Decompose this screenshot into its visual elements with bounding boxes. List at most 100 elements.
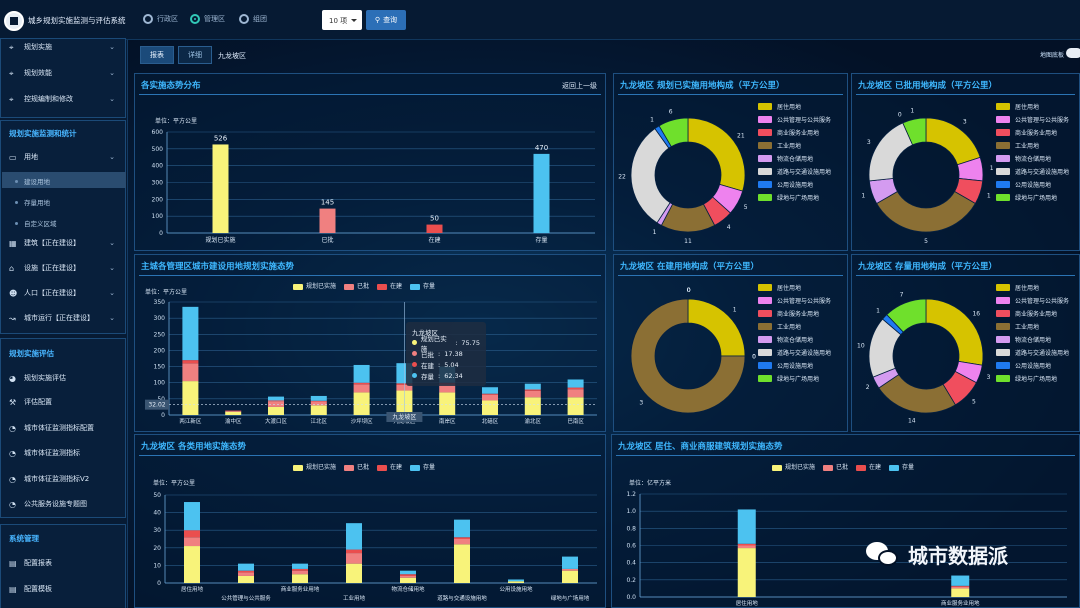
sidebar-subitem-construction-land[interactable]: 建设用地 [15,176,50,186]
sidebar-item-regulatory-plan[interactable]: ⌖ 控规编制和修改 [9,93,73,105]
chevron-down-icon[interactable]: ⌄ [109,289,115,297]
legend-label: 公用设施用地 [1015,363,1052,370]
slice-label: 0 [752,354,756,361]
query-button[interactable]: ⚲ 查询 [366,10,406,30]
legend-swatch [758,142,772,149]
legend-item[interactable]: 已批 [344,462,369,471]
legend-item[interactable]: 规划已实施 [293,281,336,290]
legend-item[interactable]: 绿地与广场用地 [758,372,831,385]
legend-item[interactable]: 居住用地 [996,281,1069,294]
legend-item[interactable]: 公共管理与公共服务 [758,294,831,307]
slice-label: 3 [867,139,871,146]
map-toggle[interactable] [1066,48,1080,58]
count-select[interactable]: 10 项 [322,10,362,30]
sidebar-item-indicator-v2[interactable]: ◔ 城市体征监测指标V2 [9,473,89,485]
sidebar-item-config-report[interactable]: ▤ 配置报表 [9,557,52,569]
sidebar-label: 规划效能 [24,69,52,77]
legend-item[interactable]: 商业服务业用地 [996,307,1069,320]
radio-icon [143,14,153,24]
legend-item[interactable]: 存量 [889,462,914,471]
legend-item[interactable]: 公共管理与公共服务 [996,113,1069,126]
sidebar-item-public-service-map[interactable]: ◔ 公共服务设施专题图 [9,498,87,510]
legend-item[interactable]: 在建 [377,281,402,290]
panel-divider [139,455,601,456]
sidebar-item-indicator[interactable]: ◔ 城市体征监测指标 [9,447,80,459]
legend-item[interactable]: 居住用地 [758,281,831,294]
legend-item[interactable]: 绿地与广场用地 [996,372,1069,385]
legend-item[interactable]: 工业用地 [758,139,831,152]
legend-item[interactable]: 工业用地 [758,320,831,333]
sidebar-item-evaluation-config[interactable]: ⚒ 评估配置 [9,396,52,408]
chevron-down-icon[interactable]: ⌄ [109,314,115,322]
legend-item[interactable]: 公共管理与公共服务 [758,113,831,126]
bar-segment [562,556,578,569]
sidebar-item-buildings[interactable]: ▦ 建筑【正在建设】 [9,237,80,249]
chevron-down-icon[interactable]: ⌄ [109,264,115,272]
radio-district[interactable]: 行政区 [143,14,178,24]
sidebar-label: 规划实施 [24,43,52,51]
legend-label: 在建 [390,464,403,471]
x-tick-label: 物流仓储用地 [391,585,425,593]
legend-item[interactable]: 公共管理与公共服务 [996,294,1069,307]
legend-item[interactable]: 物流仓储用地 [758,333,831,346]
legend-item[interactable]: 公用设施用地 [758,178,831,191]
chevron-down-icon[interactable]: ⌄ [109,239,115,247]
legend-item[interactable]: 在建 [377,462,402,471]
legend-item[interactable]: 公用设施用地 [996,178,1069,191]
legend-item[interactable]: 居住用地 [996,100,1069,113]
legend-swatch [996,168,1010,175]
legend-item[interactable]: 道路与交通设施用地 [996,165,1069,178]
sidebar-item-evaluation[interactable]: ◕ 规划实施评估 [9,372,66,384]
legend-item[interactable]: 规划已实施 [772,462,815,471]
legend-item[interactable]: 商业服务业用地 [996,126,1069,139]
donut-slice [886,298,927,333]
legend-item[interactable]: 居住用地 [758,100,831,113]
sidebar-item-facilities[interactable]: ⌂ 设施【正在建设】 [9,262,80,274]
sidebar-subitem-stock-land[interactable]: 存量用地 [15,197,50,207]
legend-label: 公共管理与公共服务 [1015,117,1070,124]
sidebar-item-land[interactable]: ▭ 用地 [9,151,38,163]
chevron-down-icon[interactable]: ⌄ [109,153,115,161]
radio-cluster[interactable]: 组团 [239,14,267,24]
breadcrumb: 九龙坡区 [218,52,246,60]
legend-label: 公共管理与公共服务 [1015,298,1070,305]
back-link[interactable]: 返回上一级 [562,82,597,90]
legend-item[interactable]: 道路与交通设施用地 [758,346,831,359]
sidebar-item-config-template[interactable]: ▤ 配置模板 [9,583,52,595]
legend-item[interactable]: 绿地与广场用地 [996,191,1069,204]
legend-item[interactable]: 物流仓储用地 [996,333,1069,346]
radio-management-area[interactable]: 管理区 [190,14,225,24]
chevron-down-icon[interactable]: ⌄ [109,95,115,103]
tab-detail[interactable]: 详细 [178,46,212,64]
legend-item[interactable]: 商业服务业用地 [758,126,831,139]
legend-item[interactable]: 存量 [410,281,435,290]
legend-item[interactable]: 商业服务业用地 [758,307,831,320]
chevron-down-icon[interactable]: ⌄ [109,69,115,77]
chevron-down-icon[interactable]: ⌄ [109,43,115,51]
tab-report[interactable]: 报表 [140,46,174,64]
sidebar-item-city-operation[interactable]: ↝ 城市运行【正在建设】 [9,312,94,324]
legend-item[interactable]: 物流仓储用地 [996,152,1069,165]
legend-item[interactable]: 公用设施用地 [758,359,831,372]
unit-label: 单位：平方公里 [145,289,188,296]
chart-legend: 规划已实施 已批 在建 存量 [293,281,435,290]
legend-item[interactable]: 已批 [823,462,848,471]
legend-item[interactable]: 物流仓储用地 [758,152,831,165]
sidebar-item-population[interactable]: ☻ 人口【正在建设】 [9,287,80,299]
legend-item[interactable]: 在建 [856,462,881,471]
legend-label: 物流仓储用地 [1015,337,1052,344]
sidebar-item-plan-implementation[interactable]: ⌖ 规划实施 [9,41,52,53]
bar-segment [346,523,362,550]
sidebar-item-indicator-config[interactable]: ◔ 城市体征监测指标配置 [9,422,94,434]
sidebar-subitem-custom-area[interactable]: 自定义区域 [15,218,57,228]
legend-item[interactable]: 绿地与广场用地 [758,191,831,204]
legend-item[interactable]: 规划已实施 [293,462,336,471]
legend-item[interactable]: 存量 [410,462,435,471]
legend-item[interactable]: 道路与交通设施用地 [758,165,831,178]
sidebar-item-plan-efficiency[interactable]: ⌖ 规划效能 [9,67,52,79]
legend-item[interactable]: 道路与交通设施用地 [996,346,1069,359]
legend-item[interactable]: 已批 [344,281,369,290]
legend-item[interactable]: 工业用地 [996,139,1069,152]
legend-item[interactable]: 公用设施用地 [996,359,1069,372]
legend-item[interactable]: 工业用地 [996,320,1069,333]
